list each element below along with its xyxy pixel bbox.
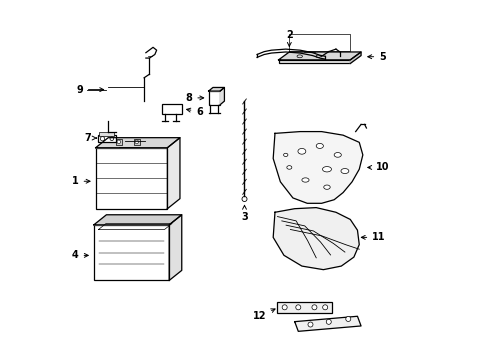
Circle shape [110, 137, 113, 140]
Text: 4: 4 [72, 251, 88, 260]
Circle shape [282, 305, 286, 310]
Circle shape [100, 136, 104, 141]
Circle shape [135, 140, 138, 144]
Bar [98, 135, 116, 142]
Circle shape [307, 322, 312, 327]
Bar [162, 104, 182, 114]
Polygon shape [349, 52, 360, 63]
Bar [96, 148, 167, 209]
Circle shape [322, 305, 327, 310]
Polygon shape [208, 87, 224, 91]
Ellipse shape [340, 168, 348, 174]
Ellipse shape [323, 185, 329, 189]
Text: 7: 7 [84, 133, 96, 143]
Ellipse shape [322, 167, 331, 172]
Circle shape [242, 197, 246, 202]
Bar [94, 225, 169, 280]
Ellipse shape [296, 55, 302, 58]
Polygon shape [273, 208, 359, 270]
Polygon shape [96, 138, 180, 148]
Ellipse shape [333, 153, 341, 157]
Polygon shape [220, 87, 224, 105]
Bar [99, 132, 113, 136]
Ellipse shape [297, 148, 305, 154]
Ellipse shape [301, 178, 308, 182]
Circle shape [325, 319, 330, 324]
Circle shape [117, 140, 121, 144]
Ellipse shape [315, 55, 320, 58]
Text: 12: 12 [252, 309, 275, 321]
Text: 8: 8 [185, 93, 203, 103]
Polygon shape [167, 138, 180, 209]
Text: 3: 3 [241, 206, 247, 222]
Circle shape [345, 316, 350, 321]
Text: 1: 1 [72, 176, 90, 186]
Bar [133, 139, 140, 145]
Polygon shape [273, 132, 362, 203]
Ellipse shape [283, 153, 287, 157]
Text: 5: 5 [367, 52, 385, 62]
Text: 2: 2 [285, 30, 292, 46]
Text: 10: 10 [367, 162, 388, 172]
Bar [276, 302, 332, 313]
Bar [208, 91, 220, 105]
Ellipse shape [316, 143, 323, 148]
Circle shape [311, 305, 316, 310]
Bar [115, 139, 122, 145]
Ellipse shape [286, 166, 291, 169]
Polygon shape [278, 52, 360, 60]
Bar [278, 60, 349, 63]
Text: 6: 6 [186, 107, 203, 117]
Polygon shape [169, 215, 182, 280]
Text: 11: 11 [361, 232, 385, 242]
Text: 9: 9 [76, 85, 103, 95]
Polygon shape [294, 316, 360, 331]
Circle shape [295, 305, 300, 310]
Polygon shape [94, 215, 182, 225]
